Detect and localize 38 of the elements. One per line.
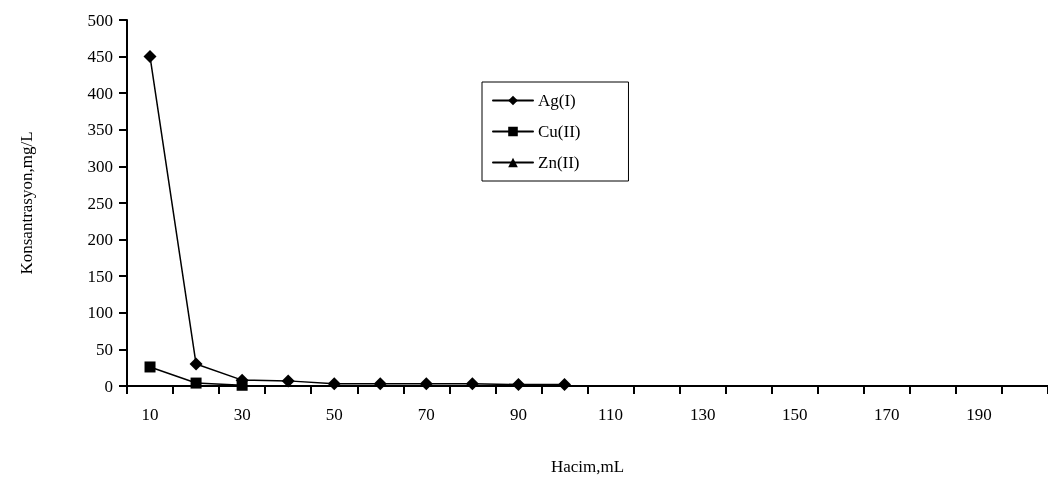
point <box>190 377 202 389</box>
x-tick-label: 70 <box>417 405 435 424</box>
y-tick-label: 500 <box>87 10 113 30</box>
x-tick-label: 190 <box>966 405 992 424</box>
point <box>144 361 156 373</box>
x-tick-label: 10 <box>141 405 159 424</box>
y-tick-label: 150 <box>87 266 113 286</box>
point <box>511 378 525 392</box>
y-axis-title: Konsantrasyon,mg/L <box>17 131 36 275</box>
legend-label: Zn(II) <box>538 153 580 172</box>
y-tick-label: 200 <box>87 230 113 250</box>
x-tick-label: 30 <box>233 405 251 424</box>
point <box>419 377 433 391</box>
point <box>236 379 248 391</box>
x-tick-label: 50 <box>325 405 343 424</box>
x-tick-label: 130 <box>689 405 716 424</box>
y-tick-label: 350 <box>87 120 113 140</box>
legend-label: Cu(II) <box>538 122 581 141</box>
x-axis-title: Hacim,mL <box>550 457 625 476</box>
y-tick-label: 300 <box>87 156 113 176</box>
x-tick-label: 90 <box>509 405 527 424</box>
y-tick-label: 400 <box>87 83 113 103</box>
y-tick-label: 100 <box>87 303 113 323</box>
y-tick-label: 0 <box>104 376 113 396</box>
point <box>557 378 571 392</box>
legend-label: Ag(I) <box>538 91 576 110</box>
point <box>327 377 341 391</box>
x-tick-label: 170 <box>874 405 900 424</box>
x-tick-label: 110 <box>598 405 623 424</box>
point <box>373 377 387 391</box>
y-tick-label: 450 <box>87 47 113 67</box>
y-tick-label: 250 <box>87 193 113 213</box>
point <box>189 357 203 371</box>
x-tick-label: 150 <box>781 405 808 424</box>
point <box>143 50 157 64</box>
point <box>281 374 295 388</box>
point <box>465 377 479 391</box>
y-tick-label: 50 <box>96 339 113 359</box>
